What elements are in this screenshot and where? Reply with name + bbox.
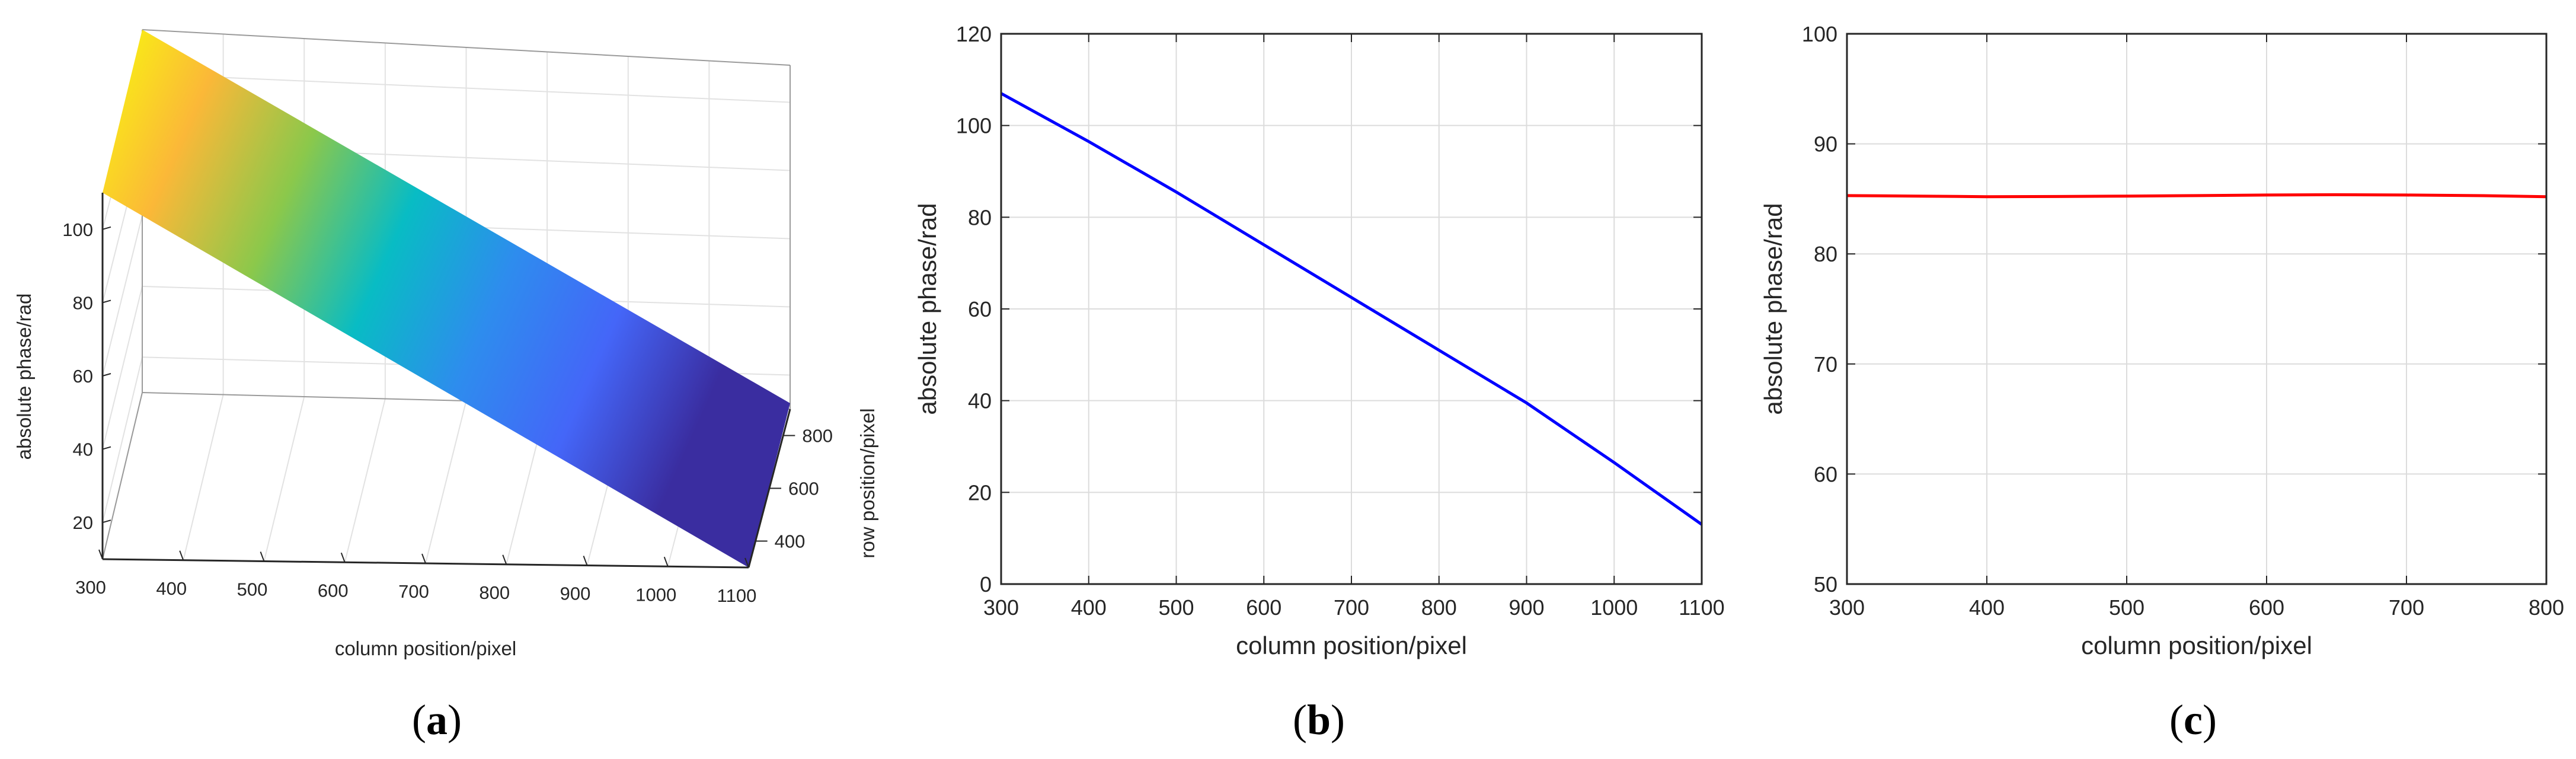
x-tick-mark <box>663 556 669 567</box>
x-tick-mark <box>340 552 346 563</box>
sidewall-gridline <box>102 357 143 523</box>
panel-label: (a) <box>412 696 462 744</box>
phase-surface <box>103 30 790 567</box>
x-tick-mark <box>583 556 588 566</box>
chart-a-surface-plot: 300 400 500 600 700 800 900 1000 1100 20 40 60 80 100… <box>13 29 878 744</box>
z-tick-mark <box>102 519 111 524</box>
x-tick-label: 600 <box>1246 595 1281 620</box>
x-tick-label: 500 <box>2109 595 2144 620</box>
y-tick-label: 40 <box>968 389 992 413</box>
floor-gridline <box>344 398 386 563</box>
x-tick-label: 1000 <box>1590 595 1638 620</box>
x-tick-label: 500 <box>237 579 268 600</box>
y-tick-label: 100 <box>956 114 992 138</box>
x-tick-label: 800 <box>2529 595 2564 620</box>
z-axis-label: absolute phase/rad <box>13 294 35 460</box>
y-tick-label: 50 <box>1814 572 1837 597</box>
x-tick-label: 700 <box>398 581 429 602</box>
x-axis-label: column position/pixel <box>1236 632 1467 659</box>
y-tick-label: 400 <box>775 531 806 552</box>
x-axis-label: column position/pixel <box>2081 632 2312 659</box>
z-tick-mark <box>102 373 111 377</box>
x-tick-mark <box>260 551 265 562</box>
z-tick-label: 100 <box>62 219 93 240</box>
x-tick-label: 500 <box>1158 595 1194 620</box>
z-tick-mark <box>102 299 111 304</box>
y-tick-label: 800 <box>802 426 833 447</box>
sidewall-gridline <box>102 286 143 449</box>
panel-label-open-paren: ( <box>1293 696 1307 744</box>
x-tick-label: 400 <box>1071 595 1107 620</box>
x-axis-label: column position/pixel <box>335 637 516 659</box>
y-tick-label: 120 <box>956 22 992 46</box>
y-axis-label: absolute phase/rad <box>1759 203 1787 414</box>
backwall-gridline <box>142 73 791 103</box>
y-tick-label: 60 <box>968 297 992 321</box>
series-line <box>1846 193 2547 199</box>
x-tick-label: 1100 <box>717 585 757 606</box>
x-tick-mark <box>98 549 103 560</box>
panel-label-close-paren: ) <box>1331 696 1345 744</box>
panel-label: (b) <box>1293 696 1345 744</box>
plot-area <box>1847 34 2546 584</box>
z-tick-mark <box>102 446 111 450</box>
panel-label-letter: a <box>426 696 448 744</box>
y-tick-label: 70 <box>1814 352 1837 377</box>
x-tick-label: 800 <box>479 582 510 603</box>
y-axis-label: row position/pixel <box>856 408 878 558</box>
x-tick-mark <box>179 550 184 561</box>
x-tick-mark <box>502 554 507 565</box>
x-tick-label: 600 <box>2249 595 2284 620</box>
series-line <box>1000 92 1703 526</box>
panel-label-letter: c <box>2184 696 2203 744</box>
y-tick-label: 0 <box>980 572 992 597</box>
x-tick-label: 300 <box>75 577 106 598</box>
y-tick-label: 600 <box>788 479 819 499</box>
y-axis-label: absolute phase/rad <box>913 203 941 414</box>
panel-label-close-paren: ) <box>2203 696 2217 744</box>
x-tick-mark <box>421 553 426 564</box>
x-tick-label: 800 <box>1421 595 1457 620</box>
panel-label-letter: b <box>1307 696 1331 744</box>
y-tick-label: 20 <box>968 480 992 505</box>
panel-label-open-paren: ( <box>2169 696 2184 744</box>
x-tick-label: 700 <box>1334 595 1369 620</box>
sidewall-gridline <box>102 215 143 377</box>
z-tick-label: 40 <box>73 439 93 460</box>
x-tick-label: 1000 <box>635 584 676 605</box>
x-tick-label: 600 <box>318 580 349 601</box>
x-tick-mark <box>744 557 749 568</box>
panel-label-open-paren: ( <box>412 696 426 744</box>
x-tick-label: 1100 <box>1679 595 1724 620</box>
panel-label: (c) <box>2169 696 2217 744</box>
x-tick-label: 900 <box>560 583 591 604</box>
floor-gridline <box>425 400 467 564</box>
y-tick-label: 80 <box>1814 242 1837 266</box>
y-tick-label: 90 <box>1814 132 1837 157</box>
panel-label-close-paren: ) <box>448 696 462 744</box>
z-tick-label: 20 <box>73 512 93 533</box>
y-tick-label: 100 <box>1802 22 1837 46</box>
box-edge <box>142 29 791 66</box>
z-tick-mark <box>102 226 111 230</box>
x-tick-label: 400 <box>156 578 187 599</box>
x-tick-label: 300 <box>983 595 1019 620</box>
z-tick-label: 80 <box>73 292 93 313</box>
chart-c-line-plot: 300 400 500 600 700 800 50 60 70 80 90 100 column po… <box>1759 22 2564 744</box>
x-tick-label: 700 <box>2389 595 2424 620</box>
box-edge <box>102 392 143 560</box>
x-tick-label: 900 <box>1508 595 1544 620</box>
floor-gridline <box>183 394 224 560</box>
x-tick-label: 400 <box>1969 595 2005 620</box>
x-tick-label: 300 <box>1829 595 1865 620</box>
floor-gridline <box>263 396 305 562</box>
y-tick-label: 60 <box>1814 462 1837 486</box>
chart-b-line-plot: 300 400 500 600 700 800 900 1000 1100 0 20 40 60 80 10… <box>913 22 1725 744</box>
y-tick-label: 80 <box>968 205 992 229</box>
z-tick-label: 60 <box>73 366 93 387</box>
axes-box <box>1846 33 2548 585</box>
